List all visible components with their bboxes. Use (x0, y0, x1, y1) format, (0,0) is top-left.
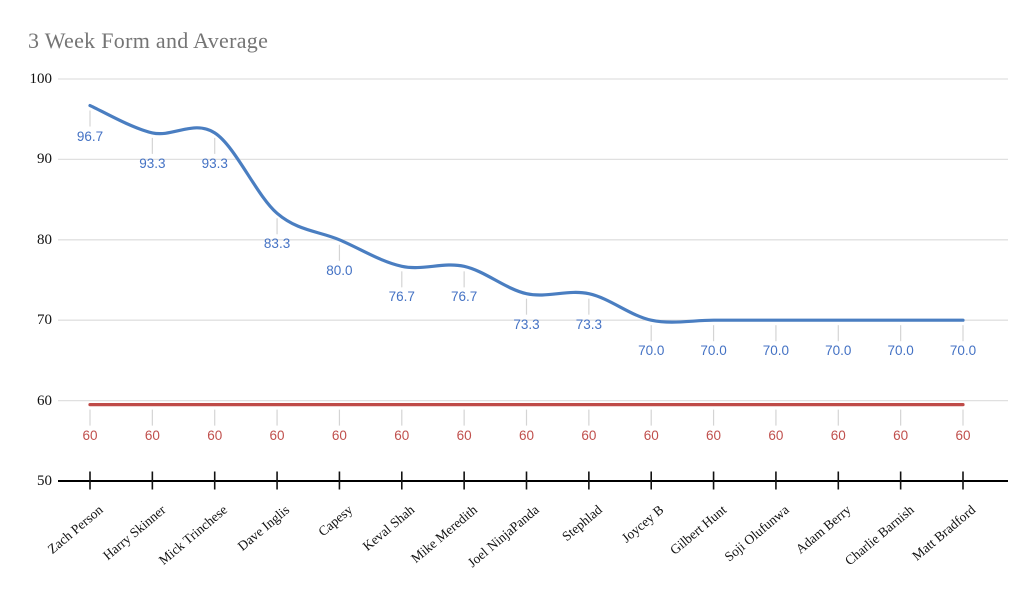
data-point-label: 70.0 (825, 343, 852, 359)
y-axis-label: 80 (37, 231, 52, 248)
data-point-label: 60 (581, 427, 597, 443)
data-point-label: 73.3 (575, 316, 602, 332)
data-point-label: 60 (768, 427, 784, 443)
data-point-label: 70.0 (887, 343, 914, 359)
y-axis-label: 100 (29, 71, 53, 87)
data-point-label: 83.3 (263, 236, 291, 252)
data-point-label: 80.0 (326, 262, 353, 278)
y-axis-label: 90 (37, 151, 52, 168)
data-point-label: 60 (893, 427, 909, 443)
data-point-label: 60 (955, 427, 971, 443)
data-point-label: 60 (144, 427, 160, 443)
data-point-label: 60 (643, 427, 659, 443)
three-week-form-line (88, 103, 965, 324)
data-point-label: 93.3 (139, 155, 166, 171)
data-point-label: 60 (706, 427, 722, 443)
y-axis-label: 70 (37, 312, 52, 329)
data-point-label: 60 (394, 427, 410, 443)
chart-title: 3 Week Form and Average (28, 28, 269, 53)
data-point-label: 60 (830, 427, 846, 443)
data-point-label: 70.0 (700, 343, 727, 359)
y-axis-label: 60 (37, 392, 52, 409)
data-point-label: 60 (82, 427, 98, 443)
data-point-label: 93.3 (201, 155, 228, 171)
data-point-label: 73.3 (513, 316, 540, 332)
data-point-label: 60 (331, 427, 347, 443)
data-point-label: 60 (518, 427, 535, 443)
data-point-label: 60 (269, 427, 285, 443)
data-point-label: 60 (456, 427, 472, 443)
data-point-label: 76.7 (451, 289, 478, 305)
data-point-label: 96.7 (76, 128, 104, 144)
data-point-label: 76.7 (388, 289, 415, 305)
y-axis-label: 50 (37, 473, 52, 489)
data-point-label: 70.0 (762, 343, 790, 359)
data-point-label: 70.0 (638, 343, 665, 359)
data-point-label: 70.0 (949, 343, 977, 359)
data-point-label: 60 (207, 427, 223, 443)
